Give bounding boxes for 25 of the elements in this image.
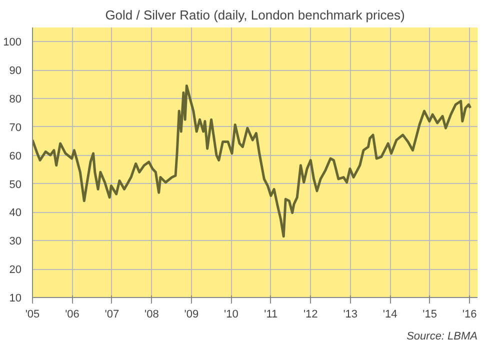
- y-tick-label: 90: [9, 65, 22, 78]
- y-tick-label: 100: [3, 36, 22, 49]
- chart-title: Gold / Silver Ratio (daily, London benchmark prices): [105, 8, 405, 22]
- x-tick-label: '16: [462, 308, 477, 320]
- y-tick-label: 70: [9, 122, 22, 134]
- x-tick-label: '12: [303, 308, 318, 320]
- x-tick-label: '09: [184, 308, 199, 320]
- x-tick-label: '05: [25, 308, 40, 320]
- y-tick-label: 80: [9, 94, 22, 106]
- y-tick-label: 30: [9, 236, 22, 248]
- y-tick-label: 40: [9, 207, 22, 220]
- x-tick-label: '14: [382, 308, 398, 320]
- y-tick-label: 10: [9, 292, 22, 304]
- source-note: Source: LBMA: [406, 330, 478, 342]
- x-tick-label: '10: [224, 308, 238, 320]
- x-tick-label: '11: [264, 308, 278, 320]
- x-tick-label: '13: [343, 308, 358, 320]
- line-series: [32, 84, 472, 238]
- y-tick-label: 60: [9, 150, 22, 162]
- x-tick-label: '06: [65, 308, 80, 320]
- x-tick-label: '08: [144, 308, 159, 320]
- x-tick-label: '07: [104, 308, 120, 320]
- x-tick-label: '15: [422, 308, 437, 320]
- y-tick-label: 20: [9, 264, 22, 276]
- y-tick-label: 50: [9, 178, 22, 191]
